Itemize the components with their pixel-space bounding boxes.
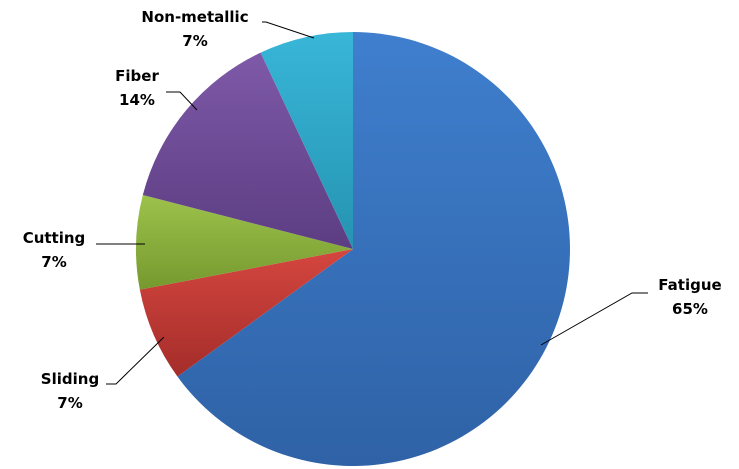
leader-line-fatigue	[540, 292, 648, 346]
pie-slice-cutting	[135, 195, 353, 290]
slice-label-fiber: Fiber	[115, 67, 159, 85]
pie-slice-fatigue	[177, 32, 570, 467]
slice-label-sliding: Sliding	[41, 370, 99, 388]
slice-label-cutting: Cutting	[23, 229, 86, 247]
pie-slice-non-metallic	[260, 32, 353, 249]
slice-value-non-metallic: 7%	[182, 32, 207, 50]
leader-line-fiber	[166, 91, 198, 111]
slice-label-non-metallic: Non-metallic	[141, 8, 248, 26]
slice-value-fiber: 14%	[119, 91, 155, 109]
pie-slice-fiber	[142, 52, 353, 250]
leader-line-sliding	[106, 336, 165, 385]
slice-value-fatigue: 65%	[672, 300, 708, 318]
slice-value-sliding: 7%	[57, 394, 82, 412]
pie-slice-sliding	[139, 249, 353, 377]
slice-label-fatigue: Fatigue	[658, 276, 721, 294]
slice-value-cutting: 7%	[41, 253, 66, 271]
leader-line-non-metallic	[262, 21, 315, 39]
